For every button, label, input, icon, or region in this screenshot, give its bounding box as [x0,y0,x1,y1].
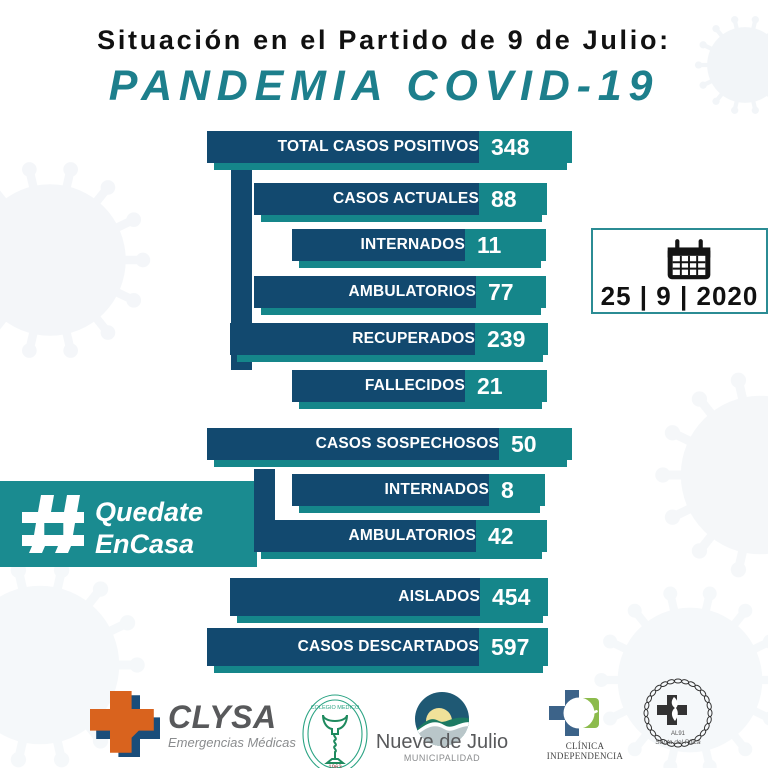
svg-text:Santa del Pitica: Santa del Pitica [655,739,701,746]
svg-text:AL91: AL91 [671,731,686,737]
svg-text:COLEGIO MEDICO: COLEGIO MEDICO [311,705,360,711]
